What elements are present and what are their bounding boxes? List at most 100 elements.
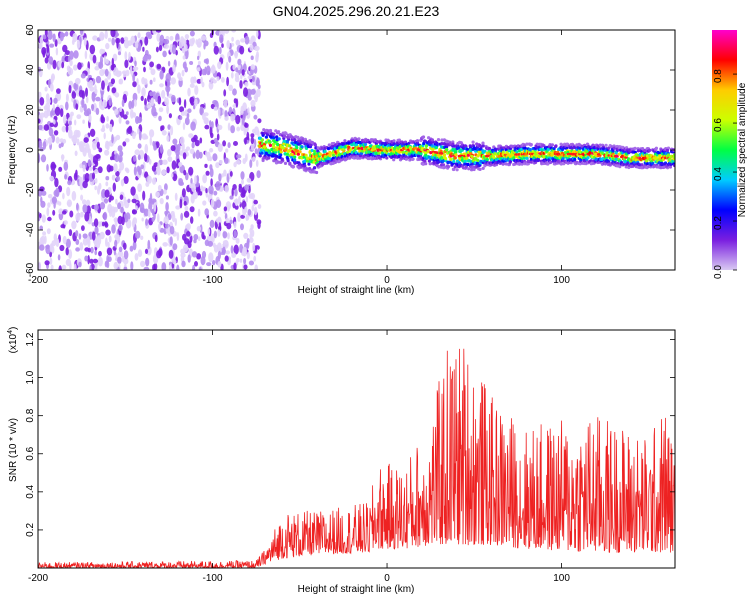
heatmap-cell: [212, 242, 216, 248]
heatmap-cell: [230, 72, 234, 79]
heatmap-cell: [643, 149, 647, 153]
heatmap-cell: [194, 175, 197, 185]
heatmap-cell: [175, 49, 178, 56]
heatmap-cell: [387, 139, 391, 144]
snr-y-tick-label: 1.2: [25, 332, 36, 346]
heatmap-cell: [98, 61, 104, 69]
heatmap-cell: [138, 130, 142, 141]
heatmap-cell: [84, 50, 88, 60]
heatmap-cell: [196, 253, 202, 260]
heatmap-cell: [38, 153, 41, 163]
heatmap-cell: [525, 142, 529, 146]
heatmap-cell: [405, 151, 409, 155]
heatmap-cell: [39, 112, 46, 118]
heatmap-cell: [481, 141, 485, 145]
heatmap-cell: [117, 51, 122, 56]
heatmap-cell: [39, 186, 45, 192]
heatmap-cell: [286, 159, 290, 163]
heatmap-cell: [123, 176, 129, 184]
heatmap-cell: [172, 243, 178, 251]
heatmap-cell: [99, 202, 106, 210]
heatmap-cell: [439, 152, 444, 155]
heatmap-cell: [80, 73, 86, 79]
heatmap-cell: [148, 158, 152, 165]
heatmap-cell: [47, 30, 53, 40]
heatmap-cell: [72, 32, 78, 43]
heatmap-cell: [249, 159, 253, 169]
heatmap-cell: [440, 142, 444, 146]
heatmap-cell: [424, 151, 428, 155]
heatmap-cell: [39, 212, 42, 219]
heatmap-cell: [70, 111, 74, 117]
heatmap-cell: [538, 154, 542, 158]
heatmap-cell: [254, 45, 260, 52]
heatmap-cell: [211, 64, 215, 71]
heatmap-cell: [304, 153, 308, 157]
snr-x-tick-label: 0: [384, 573, 390, 584]
heatmap-cell: [65, 258, 72, 266]
heatmap-cell: [415, 141, 419, 145]
heatmap-cell: [167, 124, 171, 130]
heatmap-cell: [300, 145, 304, 149]
heatmap-cell: [144, 143, 149, 154]
heatmap-cell: [180, 111, 186, 116]
heatmap-cell: [520, 162, 524, 166]
heatmap-cell: [307, 162, 311, 166]
spectrogram-y-tick-label: 20: [25, 104, 36, 116]
heatmap-cell: [78, 261, 82, 268]
heatmap-cell: [51, 196, 58, 205]
heatmap-cell: [242, 158, 247, 165]
heatmap-cell: [197, 38, 202, 48]
heatmap-cell: [108, 235, 112, 243]
heatmap-cell: [98, 182, 102, 190]
heatmap-cell: [137, 84, 141, 94]
heatmap-cell: [455, 168, 459, 172]
heatmap-cell: [252, 156, 256, 162]
heatmap-cell: [45, 93, 50, 102]
heatmap-cell: [182, 233, 187, 241]
heatmap-cell: [204, 208, 209, 216]
heatmap-cell: [93, 218, 99, 228]
heatmap-cell: [99, 231, 105, 240]
heatmap-cell: [172, 173, 178, 182]
heatmap-cell: [137, 183, 143, 192]
heatmap-cell: [432, 161, 436, 165]
heatmap-cell: [103, 198, 109, 204]
heatmap-cell: [69, 210, 74, 218]
heatmap-cell: [457, 146, 461, 150]
heatmap-cell: [87, 247, 91, 253]
heatmap-cell: [205, 188, 208, 194]
heatmap-cell: [257, 118, 262, 124]
heatmap-cell: [665, 149, 670, 153]
heatmap-cell: [196, 226, 202, 232]
heatmap-cell: [240, 74, 243, 80]
heatmap-cell: [147, 175, 152, 184]
heatmap-cell: [185, 172, 189, 181]
heatmap-cell: [132, 217, 138, 225]
heatmap-cell: [49, 257, 53, 265]
heatmap-cell: [63, 161, 69, 171]
heatmap-cell: [135, 40, 139, 49]
heatmap-cell: [44, 57, 49, 64]
heatmap-cell: [413, 146, 418, 150]
heatmap-cell: [118, 70, 122, 77]
heatmap-cell: [615, 154, 619, 158]
heatmap-cell: [181, 69, 185, 77]
heatmap-cell: [199, 106, 203, 116]
heatmap-cell: [236, 126, 241, 132]
heatmap-cell: [526, 159, 531, 164]
heatmap-cell: [197, 55, 200, 61]
heatmap-cell: [509, 159, 513, 163]
heatmap-cell: [181, 260, 186, 268]
heatmap-cell: [200, 76, 203, 84]
heatmap-cell: [540, 148, 544, 152]
heatmap-cell: [120, 179, 125, 187]
heatmap-cell: [155, 46, 159, 53]
heatmap-cell: [217, 250, 221, 260]
heatmap-cell: [68, 229, 73, 237]
heatmap-cell: [193, 234, 199, 241]
heatmap-cell: [274, 157, 278, 161]
heatmap-cell: [106, 115, 109, 122]
heatmap-cell: [151, 208, 155, 216]
